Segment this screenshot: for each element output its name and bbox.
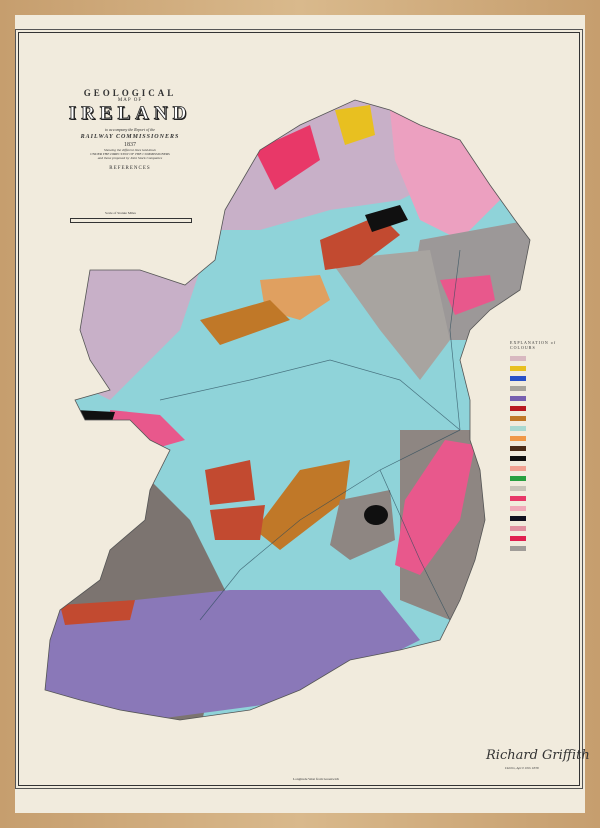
tyrone-black-region: [365, 205, 408, 232]
kerry-red-region: [60, 600, 135, 625]
legend-swatch: [510, 436, 526, 441]
legend-swatch: [510, 356, 526, 361]
map-title-block: GEOLOGICAL MAP OF IRELAND to accompany t…: [55, 88, 205, 171]
clare-trap-region: [205, 460, 255, 505]
title-map-of: MAP OF: [117, 98, 143, 103]
legend-swatch: [510, 376, 526, 381]
mourne-granite-region: [440, 275, 495, 315]
references-heading: REFERENCES: [109, 166, 151, 171]
legend-swatch: [510, 386, 526, 391]
legend-swatch: [510, 526, 526, 531]
limerick-trap-region: [210, 505, 265, 540]
signature-date: Dublin, April 10th 1838: [505, 766, 539, 770]
legend-swatch: [510, 366, 526, 371]
legend-swatch: [510, 496, 526, 501]
title-direction: UNDER THE DIRECTION OF THE COMMISSIONERS: [90, 152, 170, 156]
title-year: 1837: [124, 142, 136, 148]
carlow-black-region: [364, 505, 388, 525]
legend-title: EXPLANATION of COLOURS: [510, 340, 557, 350]
legend-swatch: [510, 466, 526, 471]
map-border: [18, 32, 580, 786]
scale-label: Scale of Statute Miles: [105, 211, 136, 215]
legend-swatch: [510, 506, 526, 511]
title-railway-commissioners: RAILWAY COMMISSIONERS: [80, 134, 180, 140]
legend-swatch: [510, 516, 526, 521]
signature: Richard Griffith: [486, 748, 590, 763]
wicklow-granite-region: [395, 440, 475, 575]
donegal-yellow-region: [335, 105, 375, 145]
longitude-label: Longitude West from Greenwich: [293, 777, 340, 781]
scale-bar: [70, 218, 192, 223]
sligo-sandstone-region: [200, 300, 290, 345]
slieve-bloom-sandstone-region: [255, 460, 350, 550]
title-proposed: and those proposed by Joint Stock Compan…: [97, 156, 163, 160]
title-geological: GEOLOGICAL: [83, 88, 177, 98]
title-accompany: to accompany the Report of the: [104, 127, 156, 132]
title-ireland: IRELAND: [68, 103, 192, 125]
legend-swatch: [510, 406, 526, 411]
title-showing: Showing the different lines laid down: [103, 148, 157, 152]
legend-swatch: [510, 396, 526, 401]
legend-swatch: [510, 426, 526, 431]
legend-swatch: [510, 446, 526, 451]
donegal-granite-region: [255, 125, 320, 190]
legend-swatch: [510, 416, 526, 421]
midlands-slate-region: [330, 250, 450, 380]
colour-legend: EXPLANATION of COLOURS: [510, 340, 580, 556]
legend-swatch: [510, 456, 526, 461]
railway-lines: [159, 249, 461, 621]
legend-swatch: [510, 546, 526, 551]
legend-swatch: [510, 476, 526, 481]
legend-swatch: [510, 536, 526, 541]
legend-swatch: [510, 486, 526, 491]
west-mica-region: [70, 260, 200, 400]
